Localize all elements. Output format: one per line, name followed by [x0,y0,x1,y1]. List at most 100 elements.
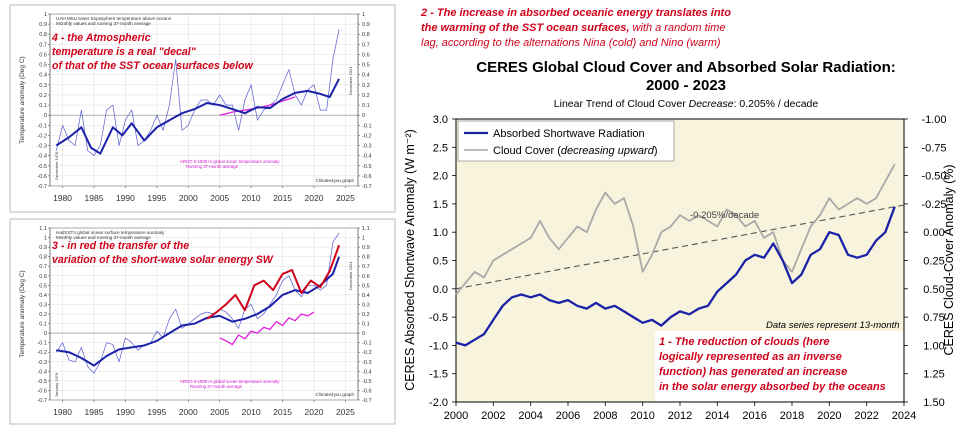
ceres-y-tick-label-left: -1.0 [429,340,448,352]
uah-x-tick-label: 2005 [210,193,229,203]
legend-cloud-pre: Cloud Cover ( [493,145,561,157]
uah-monthly-line [55,29,340,156]
uah-x-tick-label: 2025 [336,193,355,203]
ceres-y-tick-label-right: 0.00 [923,227,944,239]
ceres-y-tick-label-left: 1.0 [433,227,448,239]
hadsst-y-tick-label: 0.6 [39,274,47,280]
hadsst-x-tick-label: 2005 [210,407,229,417]
uah-y-tick-label: -0.3 [37,144,47,150]
hadsst-start-label: January 1979 [54,372,59,397]
uah-y-tick-label: 0.2 [39,93,47,99]
hadsst-y-tick-label-right: -0.2 [362,350,372,356]
uah-argo-annotation-line1: ARGO 0-1900 m global ocean temperature a… [180,159,280,164]
ceres-y-tick-label-right: -0.25 [921,199,946,211]
caption-4-line3: of that of the SST ocean surfaces below [52,60,253,72]
caption-2-line2: the warming of the SST ocean surfaces, w… [421,22,725,34]
ceres-cloud-cover-line [455,163,896,296]
ceres-x-tick-label: 2014 [705,410,729,422]
uah-y-tick-label-right: -0.5 [362,164,372,170]
ceres-x-tick-label: 2006 [556,410,580,422]
hadsst-y-tick-label-right: 0.6 [362,274,370,280]
hadsst-y-tick-label: 0.8 [39,255,47,261]
uah-y-tick-label: -0.6 [37,174,47,180]
caption-4-text: 4 - the Atmospheric temperature is a rea… [51,32,253,72]
hadsst-x-ticks: 1980 1985 1990 1995 2000 2005 2010 2015 2020 2025 [53,400,355,417]
uah-x-tick-label: 1990 [116,193,135,203]
hadsst-subtitle: Monthly values and running 37-month aver… [56,235,151,240]
ceres-y-tick-label-left: -0.5 [429,312,448,324]
hadsst-x-tick-label: 2025 [336,407,355,417]
uah-end-label: December 2024 [348,66,353,95]
caption-3-line1: 3 - in red the transfer of the [52,240,189,252]
hadsst-y-tick-label: 0.2 [39,312,47,318]
ceres-legend-box [457,120,675,162]
ceres-x-tick-label: 2016 [742,410,766,422]
caption-2: 2 - The increase in absorbed oceanic ene… [420,7,734,49]
ceres-shortwave-line [455,206,896,347]
hadsst-y-ticks-right: -0.7 -0.6 -0.5 -0.4 -0.3 -0.2 -0.1 0 0.1 0.2 0.3 0.… [358,226,372,404]
uah-grid [50,13,358,187]
hadsst-y-tick-label: -0.5 [37,379,47,385]
hadsst-y-tick-label: -0.1 [37,341,47,347]
uah-argo-annotation-line2: Running 37-month average [186,164,239,169]
hadsst-y-tick-label: 0.7 [39,264,47,270]
hadsst-y-tick-label-right: 0.3 [362,302,370,308]
hadsst-end-label: December 2024 [348,261,353,290]
hadsst-y-tick-label-right: 0 [362,331,365,337]
ceres-y-tick-label-right: -1.00 [921,114,946,126]
ceres-x-tick-label: 2024 [892,410,916,422]
uah-y-tick-label: -0.2 [37,133,47,139]
hadsst-y-tick-label: 0.4 [39,293,47,299]
legend-cloud-em: decreasing upward [561,145,655,157]
hadsst-y-tick-label-right: 0.2 [362,312,370,318]
ceres-y-ticks-left: -2.0 -1.5 -1.0 -0.5 0.0 0.5 1.0 1.5 2.0 2.5 3.0 [429,114,456,409]
hadsst-y-ticks: -0.7 -0.6 -0.5 -0.4 -0.3 -0.2 -0.1 0 0.1 0.2 0.3 0.… [37,226,50,404]
caption-2-text: 2 - The increase in absorbed oceanic ene… [420,7,734,49]
hadsst-y-tick-label: 0.9 [39,245,47,251]
hadsst-x-tick-label: 2020 [305,407,324,417]
ceres-y-tick-label-left: 2.0 [433,171,448,183]
hadsst-y-tick-label: 0.5 [39,283,47,289]
ceres-y-tick-label-left: 0.0 [433,284,448,296]
hadsst-y-tick-label: 0 [44,331,47,337]
uah-x-tick-label: 1985 [85,193,104,203]
hadsst-y-tick-label-right: -0.7 [362,398,372,404]
caption-1-line4: in the solar energy absorbed by the ocea… [659,381,886,393]
hadsst-x-tick-label: 1990 [116,407,135,417]
uah-y-ticks: -0.7 -0.6 -0.5 -0.4 -0.3 -0.2 -0.1 0 0.1 0.2 0.3 0.… [37,12,50,190]
uah-y-tick-label: 0.6 [39,52,47,58]
ceres-legend: Absorbed Shortwave Radiation Cloud Cover… [457,120,675,162]
uah-x-ticks: 1980 1985 1990 1995 2000 2005 2010 2015 2020 2025 [53,186,355,203]
ceres-y-tick-label-right: -0.75 [921,142,946,154]
ceres-y-tick-label-right: 1.25 [923,369,944,381]
uah-running-average-line [55,78,340,155]
hadsst-y-tick-label-right: 0.8 [362,255,370,261]
uah-y-tick-label: 0.8 [39,32,47,38]
hadsst-y-tick-label-right: -0.6 [362,388,372,394]
ceres-x-tick-label: 2018 [780,410,804,422]
uah-y-tick-label-right: 0.9 [362,22,370,28]
hadsst-argo-annotation: ARGO 0-1900 m global ocean temperature a… [180,379,281,389]
hadsst-y-tick-label: -0.6 [37,388,47,394]
hadsst-x-tick-label: 1980 [53,407,72,417]
caption-1-line1: 1 - The reduction of clouds (here [659,336,830,348]
caption-4-line1: 4 - the Atmospheric [51,32,151,44]
caption-2-bold-part: the warming of the SST ocean surfaces, [421,22,629,34]
hadsst-x-tick-label: 2000 [179,407,198,417]
hadsst-x-tick-label: 1985 [85,407,104,417]
uah-y-tick-label-right: 0.1 [362,103,370,109]
uah-y-tick-label: -0.1 [37,123,47,129]
hadsst-y-tick-label-right: 0.5 [362,283,370,289]
hadsst-y-tick-label: 1.1 [39,226,47,232]
uah-frame [9,4,396,213]
hadsst-y-tick-label: 0.3 [39,302,47,308]
hadsst-series [56,232,341,374]
ceres-y-tick-label-right: 1.00 [923,340,944,352]
uah-x-tick-label: 1980 [53,193,72,203]
hadsst-frame [9,218,396,425]
hadsst-y-tick-label-right: 0.1 [362,322,370,328]
hadsst-y-tick-label: -0.4 [37,369,47,375]
uah-y-tick-label-right: 0.3 [362,83,370,89]
hadsst-y-tick-label: -0.7 [37,398,47,404]
hadsst-y-tick-label: 0.1 [39,322,47,328]
